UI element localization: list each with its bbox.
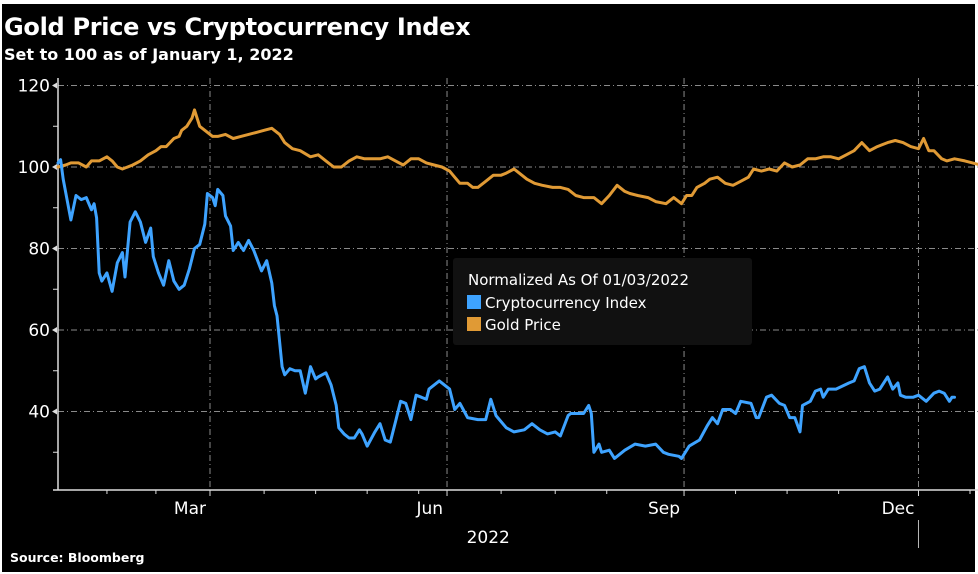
legend-background	[453, 258, 752, 345]
x-tick-label: Dec	[882, 499, 915, 519]
legend-swatch-gold-price	[467, 317, 481, 331]
x-tick-label: Jun	[415, 499, 443, 519]
legend-entry-cryptocurrency-index: Cryptocurrency Index	[485, 294, 647, 312]
legend-entry-gold-price: Gold Price	[485, 316, 561, 334]
y-tick-label: 40	[28, 403, 50, 423]
series-lines	[56, 108, 978, 460]
tick-labels: 406080100120MarJunSepDecMarJun20222023	[18, 77, 915, 549]
chart-title: Gold Price vs Cryptocurrency Index	[4, 13, 471, 41]
y-tick-label: 120	[18, 77, 50, 97]
y-tick-marker	[52, 82, 57, 89]
y-tick-marker	[52, 408, 57, 415]
legend-swatch-cryptocurrency-index	[467, 295, 481, 309]
y-tick-label: 80	[28, 240, 50, 260]
y-tick-marker	[52, 327, 57, 333]
legend-title: Normalized As Of 01/03/2022	[468, 271, 689, 289]
y-tick-marker	[52, 164, 57, 170]
axes	[52, 78, 978, 548]
x-tick-label: Mar	[174, 499, 206, 519]
y-tick-label: 100	[18, 158, 50, 178]
year-label: 2022	[467, 528, 510, 548]
y-tick-marker	[52, 245, 57, 252]
y-tick-label: 60	[28, 321, 50, 341]
x-tick-label: Sep	[648, 499, 680, 519]
chart-subtitle: Set to 100 as of January 1, 2022	[4, 45, 294, 64]
series-line-cryptocurrency-index	[56, 158, 956, 460]
series-line-gold-price	[56, 108, 978, 206]
source-note: Source: Bloomberg	[10, 550, 145, 565]
legend: Normalized As Of 01/03/2022 Cryptocurren…	[453, 258, 752, 345]
